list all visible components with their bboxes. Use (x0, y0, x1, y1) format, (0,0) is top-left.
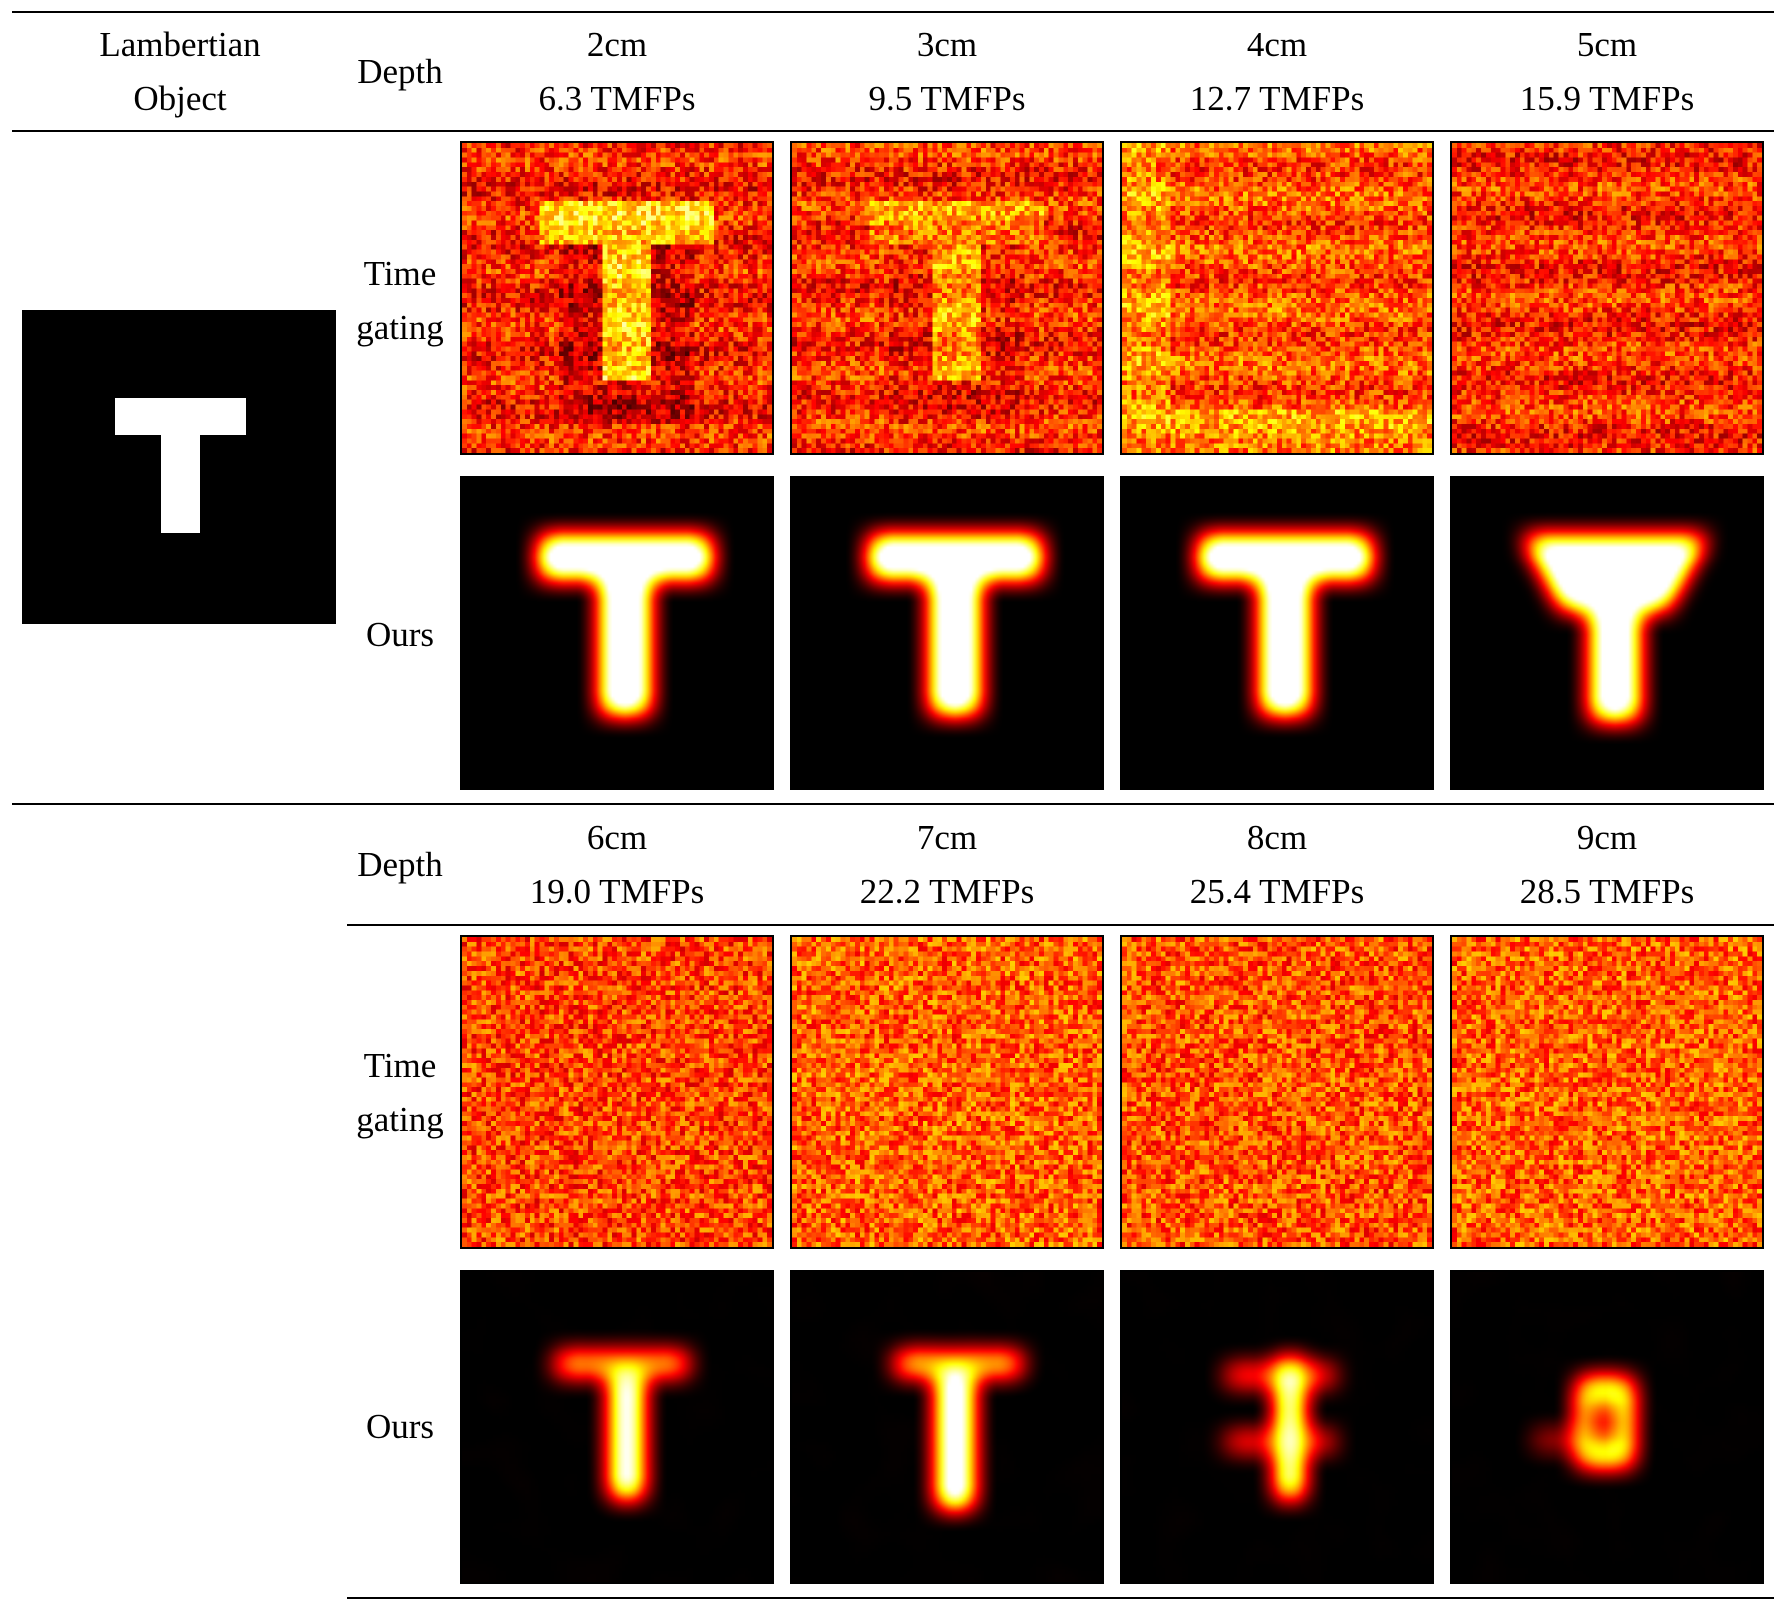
t-stem (161, 435, 200, 533)
lambertian-object-t-image (22, 310, 336, 624)
depth-value: 3cm (916, 25, 978, 64)
top-rule (12, 11, 1774, 13)
row-label-time-gating-1: Time gating (340, 247, 460, 355)
tmfp-value: 15.9 TMFPs (1519, 79, 1695, 118)
depth-label-1: Depth (357, 52, 443, 91)
depth-value: 9cm (1576, 818, 1638, 857)
row-label-ours-2: Ours (365, 1407, 435, 1446)
column-header: 6cm 19.0 TMFPs (460, 811, 774, 919)
depth-value: 8cm (1246, 818, 1308, 857)
object-header-line-1: Lambertian (99, 25, 261, 64)
depth-value: 2cm (586, 25, 648, 64)
column-header: 3cm 9.5 TMFPs (790, 18, 1104, 126)
time-gating-image (460, 935, 774, 1249)
row-label-line: gating (356, 1100, 444, 1139)
time-gating-image (1450, 141, 1764, 455)
header-rule-1 (12, 130, 1774, 132)
tmfp-value: 9.5 TMFPs (868, 79, 1026, 118)
time-gating-image (790, 935, 1104, 1249)
row-label-line: gating (356, 308, 444, 347)
object-column-header: Lambertian Object (12, 18, 348, 126)
header-rule-2 (347, 924, 1774, 926)
time-gating-image (790, 141, 1104, 455)
section-divider-rule (12, 803, 1774, 805)
ours-reconstruction-image (1120, 476, 1434, 790)
ours-reconstruction-image (1120, 1270, 1434, 1584)
row-label-ours-1: Ours (365, 615, 435, 654)
tmfp-value: 19.0 TMFPs (529, 872, 705, 911)
column-header: 7cm 22.2 TMFPs (790, 811, 1104, 919)
ours-reconstruction-image (790, 476, 1104, 790)
tmfp-value: 6.3 TMFPs (538, 79, 696, 118)
ours-reconstruction-image (790, 1270, 1104, 1584)
time-gating-image (1450, 935, 1764, 1249)
row-label-line: Time (363, 254, 437, 293)
depth-value: 5cm (1576, 25, 1638, 64)
depth-value: 6cm (586, 818, 648, 857)
tmfp-value: 12.7 TMFPs (1189, 79, 1365, 118)
time-gating-image (1120, 935, 1434, 1249)
depth-value: 7cm (916, 818, 978, 857)
time-gating-image (460, 141, 774, 455)
object-header-line-2: Object (133, 79, 227, 118)
tmfp-value: 22.2 TMFPs (859, 872, 1035, 911)
depth-value: 4cm (1246, 25, 1308, 64)
row-label-line: Time (363, 1046, 437, 1085)
column-header: 9cm 28.5 TMFPs (1450, 811, 1764, 919)
ours-reconstruction-image (460, 1270, 774, 1584)
time-gating-image (1120, 141, 1434, 455)
bottom-rule (347, 1597, 1774, 1599)
ours-reconstruction-image (1450, 476, 1764, 790)
depth-label-2: Depth (357, 845, 443, 884)
column-header: 8cm 25.4 TMFPs (1120, 811, 1434, 919)
ours-reconstruction-image (460, 476, 774, 790)
tmfp-value: 28.5 TMFPs (1519, 872, 1695, 911)
column-header: 5cm 15.9 TMFPs (1450, 18, 1764, 126)
column-header: 2cm 6.3 TMFPs (460, 18, 774, 126)
t-crossbar (115, 398, 246, 435)
column-header: 4cm 12.7 TMFPs (1120, 18, 1434, 126)
row-label-time-gating-2: Time gating (340, 1039, 460, 1147)
ours-reconstruction-image (1450, 1270, 1764, 1584)
tmfp-value: 25.4 TMFPs (1189, 872, 1365, 911)
